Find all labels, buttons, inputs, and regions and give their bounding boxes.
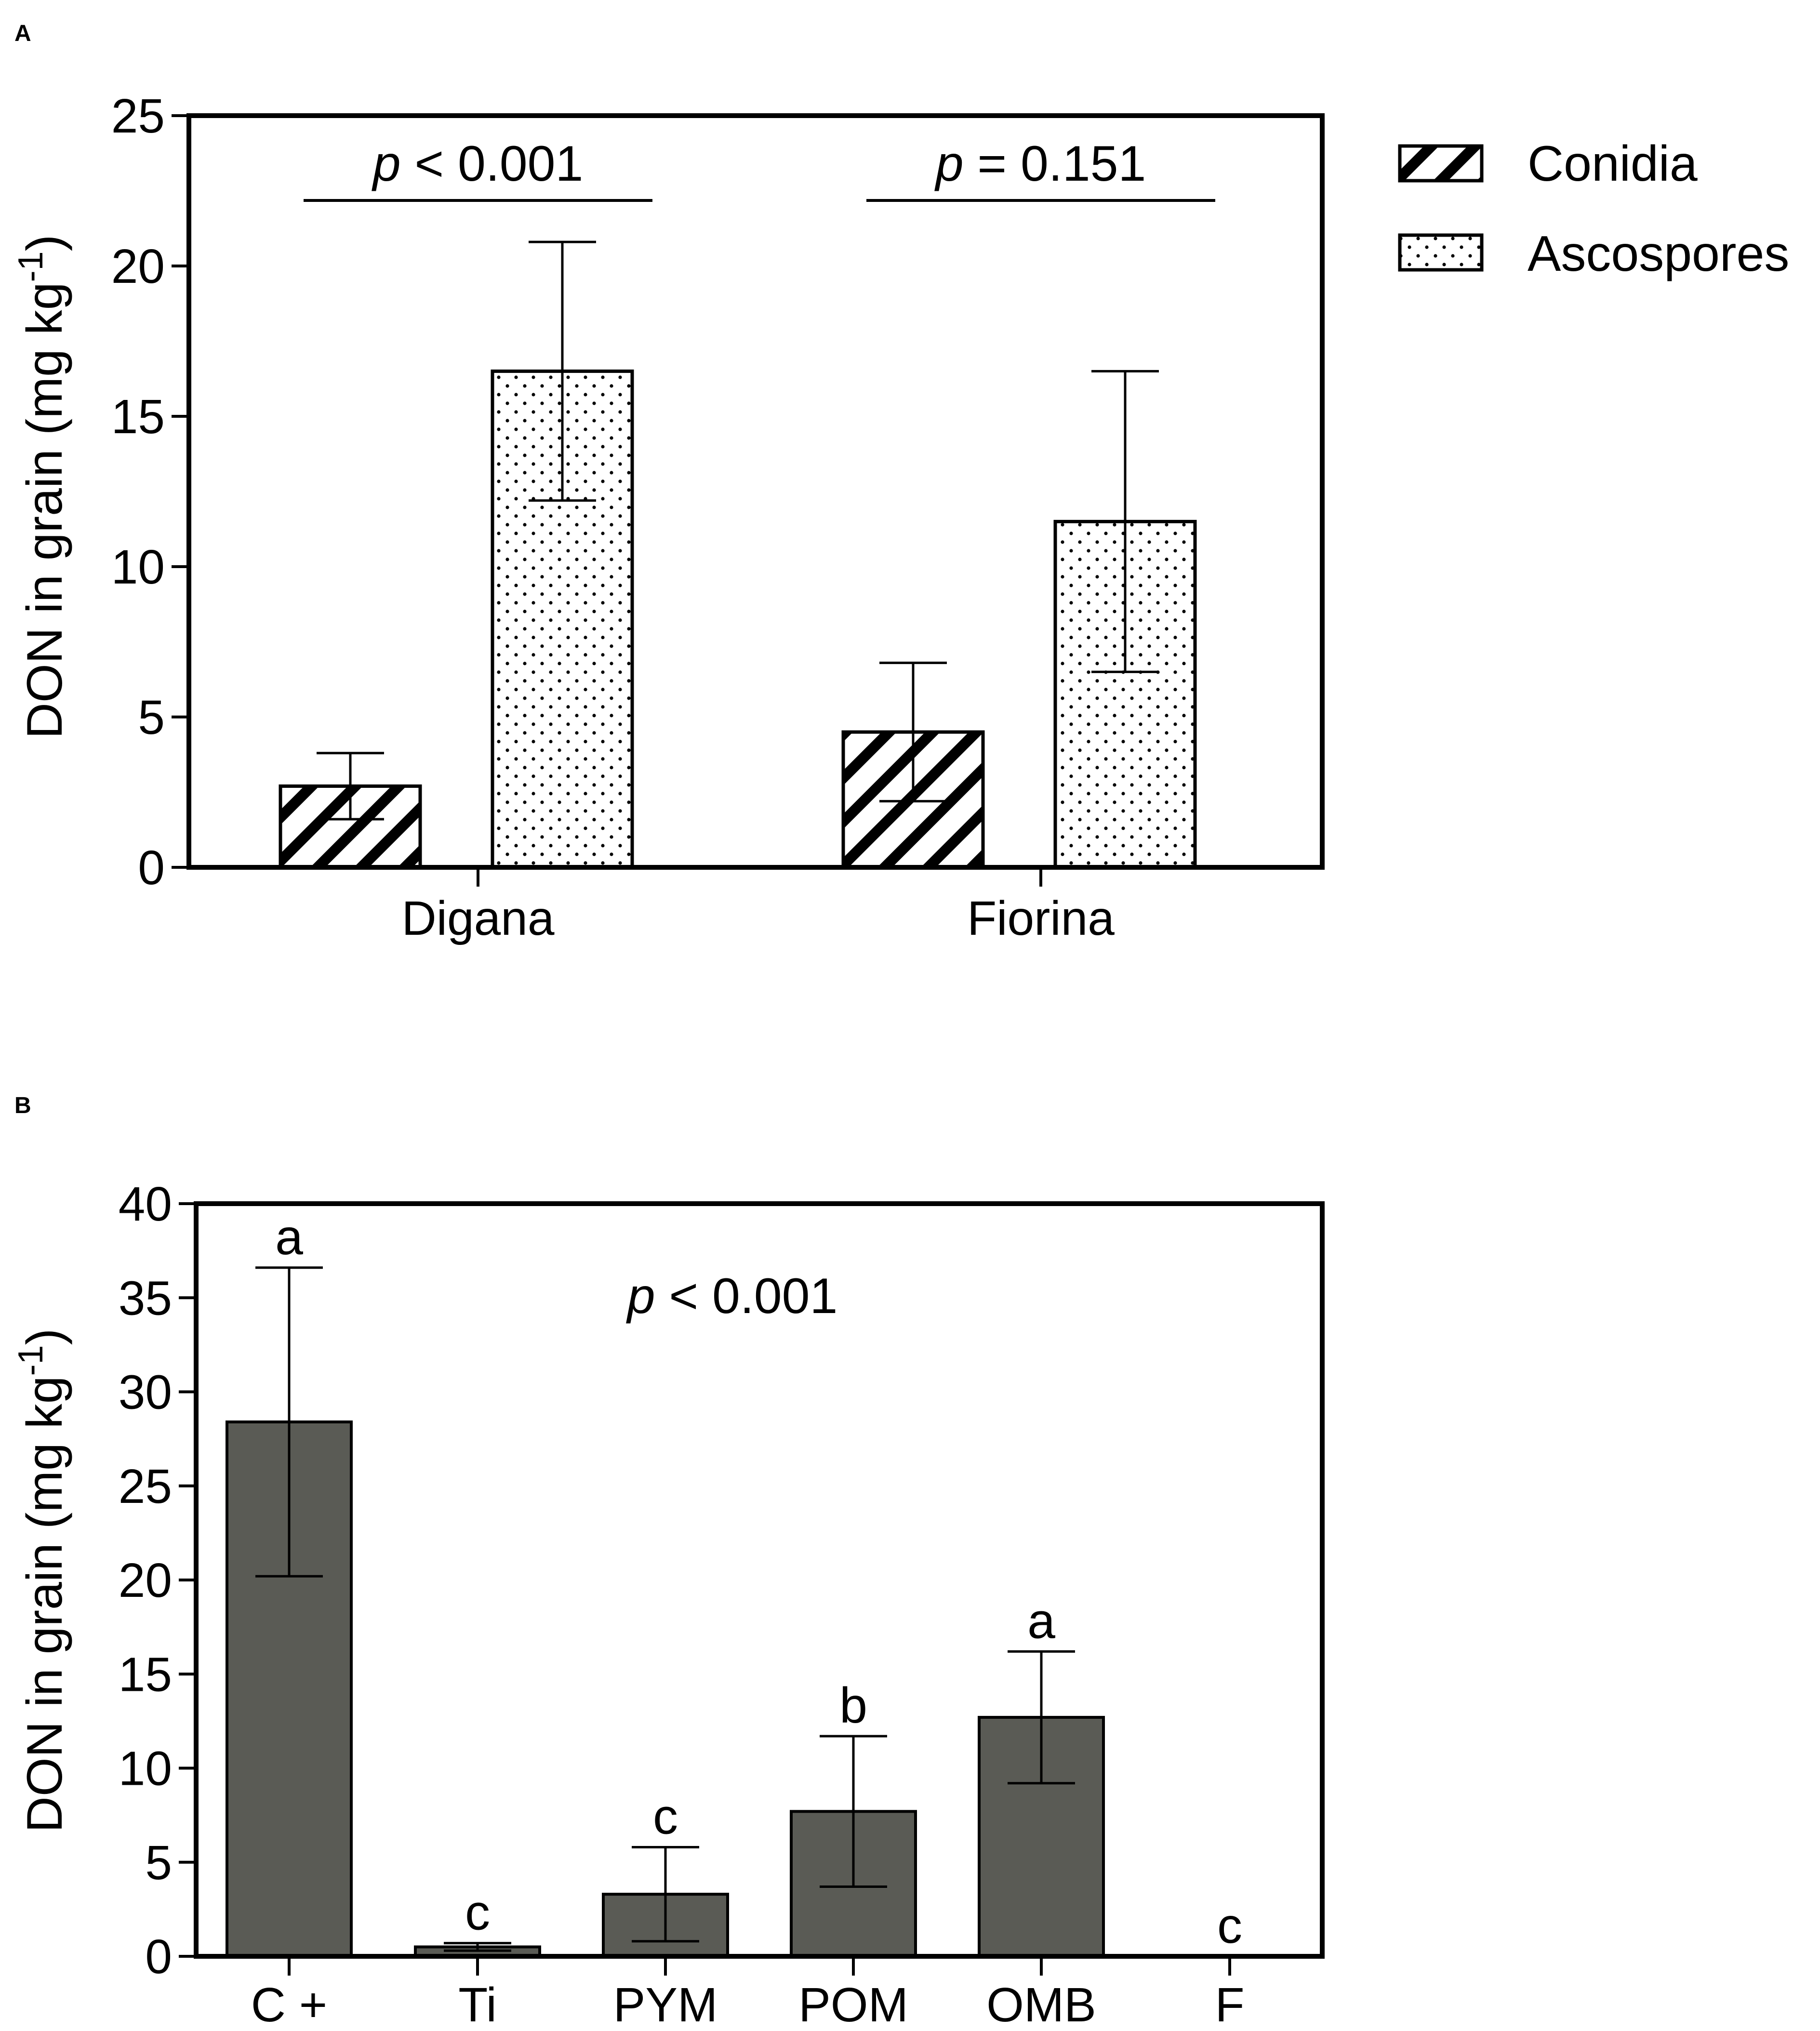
panel-a-y-axis-title: DON in grain (mg kg-1) <box>12 235 73 739</box>
p-value-text: = 0.151 <box>964 136 1146 192</box>
panel-b-y-tick-label: 10 <box>119 1742 172 1796</box>
panel-b-x-tick-label: F <box>1215 1978 1244 2031</box>
p-symbol: p <box>626 1268 655 1324</box>
panel-a-y-tick-label: 15 <box>111 390 165 444</box>
p-value-annotation: p < 0.001 <box>372 136 584 192</box>
panel-a-letter: A <box>14 21 31 46</box>
panel-a-y-tick-label: 5 <box>138 690 165 744</box>
p-value-text: < 0.001 <box>655 1268 838 1324</box>
panel-a-legend: Conidia Ascospores <box>1398 136 1789 282</box>
panel-b-y-tick-label: 25 <box>119 1460 172 1513</box>
significance-letter: c <box>653 1789 678 1845</box>
panel-b-letter: B <box>14 1093 31 1118</box>
panel-b-y-tick-label: 40 <box>119 1177 172 1231</box>
p-symbol: p <box>934 136 964 192</box>
legend-ascospores-swatch <box>1398 233 1484 272</box>
panel-a-y-tick-label: 0 <box>138 841 165 895</box>
p-value-annotation: p = 0.151 <box>934 136 1146 192</box>
panel-a-x-tick-label: Digana <box>402 891 555 945</box>
p-symbol: p <box>372 136 401 192</box>
legend-ascospores-label: Ascospores <box>1528 226 1789 282</box>
panel-b-y-tick-label: 35 <box>119 1271 172 1325</box>
panel-b-y-axis-title: DON in grain (mg kg-1) <box>12 1328 73 1833</box>
significance-letter: b <box>839 1678 867 1734</box>
panel-a-x-tick-label: Fiorina <box>967 891 1115 945</box>
panel-b-y-tick-label: 0 <box>145 1930 172 1984</box>
panel-b-y-tick-label: 20 <box>119 1553 172 1607</box>
legend-conidia-label: Conidia <box>1528 136 1698 192</box>
panel-b-y-tick-label: 15 <box>119 1647 172 1701</box>
panel-a-y-tick-label: 20 <box>111 239 165 293</box>
panel-a-y-tick-label: 25 <box>111 89 165 143</box>
panel-b-x-tick-label: Ti <box>458 1978 497 2031</box>
p-value-annotation: p < 0.001 <box>626 1268 838 1324</box>
panel-b-plot: a c c b a c 0 5 10 15 20 25 30 35 40 C + Ti PYM POM OMB Fp <… <box>119 1177 1325 2031</box>
significance-letter: a <box>1027 1593 1055 1649</box>
panel-b-x-tick-label: POM <box>798 1978 908 2031</box>
legend-conidia-swatch <box>1398 144 1484 183</box>
panel-b-x-tick-label: C + <box>251 1978 327 2031</box>
p-value-text: < 0.001 <box>401 136 584 192</box>
significance-letter: c <box>1217 1898 1242 1954</box>
significance-letter: a <box>275 1209 303 1265</box>
panel-a-plot-frame <box>186 113 1325 870</box>
panel-b: B a c c b a c 0 5 10 15 20 25 30 35 40 C + Ti PYM POM OMB Fp… <box>12 1093 1325 2031</box>
panel-b-y-tick-label: 30 <box>119 1366 172 1420</box>
panel-b-x-tick-label: OMB <box>986 1978 1096 2031</box>
significance-letter: c <box>465 1885 490 1941</box>
panel-a-y-tick-label: 10 <box>111 540 165 594</box>
panel-b-x-tick-label: PYM <box>613 1978 718 2031</box>
panel-b-y-tick-label: 5 <box>145 1836 172 1890</box>
